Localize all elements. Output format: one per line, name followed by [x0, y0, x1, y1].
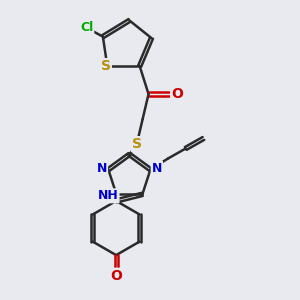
Text: Cl: Cl [80, 21, 93, 34]
Text: O: O [110, 269, 122, 283]
Text: O: O [171, 87, 183, 101]
Text: NH: NH [98, 189, 118, 202]
Text: S: S [132, 137, 142, 151]
Text: N: N [152, 162, 162, 175]
Text: N: N [97, 162, 107, 175]
Text: S: S [101, 59, 111, 73]
